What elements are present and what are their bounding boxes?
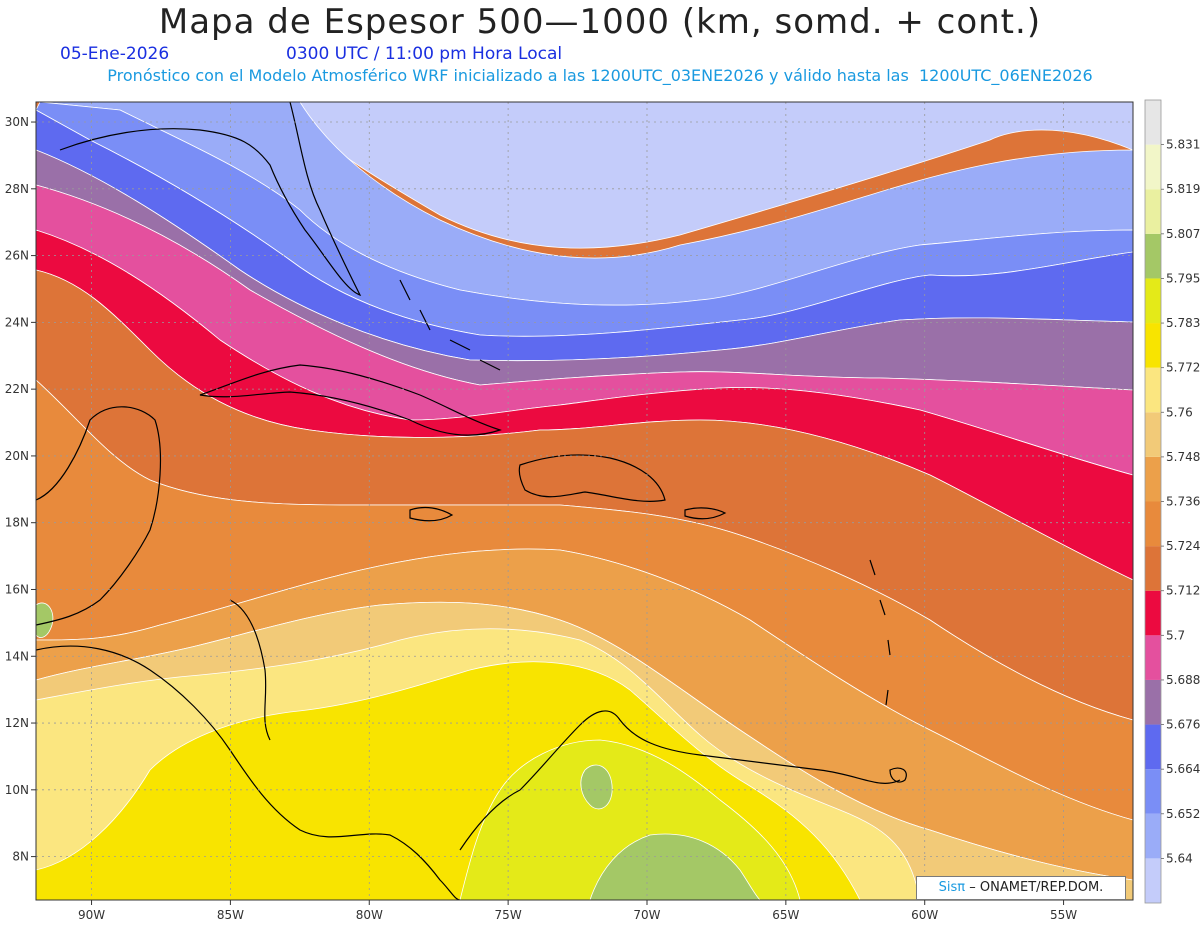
colorbar-swatch <box>1145 679 1161 725</box>
colorbar-label: 5.64 <box>1166 851 1193 865</box>
colorbar-label: 5.688 <box>1166 673 1200 687</box>
lon-tick-label: 75W <box>495 908 522 922</box>
lon-tick-label: 85W <box>217 908 244 922</box>
colorbar-swatch <box>1145 233 1161 279</box>
colorbar-swatch <box>1145 769 1161 814</box>
colorbar-label: 5.7 <box>1166 628 1185 642</box>
colorbar-label: 5.819 <box>1166 182 1200 196</box>
colorbar-label: 5.772 <box>1166 361 1200 375</box>
colorbar-label: 5.664 <box>1166 762 1200 776</box>
lat-tick-label: 12N <box>5 716 29 730</box>
latitude-axis: 8N 10N 12N 14N 16N 18N 20N 22N 24N 26N 28N 30N <box>5 115 36 864</box>
lat-tick-label: 24N <box>5 315 29 329</box>
map-frame <box>35 101 1134 901</box>
credit-text: – ONAMET/REP.DOM. <box>969 880 1104 895</box>
colorbar-swatch <box>1145 546 1161 591</box>
lat-tick-label: 28N <box>5 182 29 196</box>
lat-tick-label: 30N <box>5 115 29 129</box>
valid-time: 0300 UTC / 11:00 pm Hora Local <box>286 44 563 64</box>
lat-tick-label: 16N <box>5 582 29 596</box>
colorbar-label: 5.652 <box>1166 807 1200 821</box>
colorbar-swatch <box>1145 724 1161 770</box>
colorbar-label: 5.831 <box>1166 138 1200 152</box>
band-5.807-west <box>36 602 54 638</box>
colorbar-swatch <box>1145 278 1161 324</box>
lat-tick-label: 10N <box>5 783 29 797</box>
colorbar-label: 5.748 <box>1166 450 1200 464</box>
colorbar-label: 5.712 <box>1166 584 1200 598</box>
lat-tick-label: 26N <box>5 249 29 263</box>
valid-date: 05-Ene-2026 <box>60 44 170 64</box>
colorbar-swatch <box>1145 590 1161 636</box>
credit-badge: Sisπ – ONAMET/REP.DOM. <box>916 876 1126 900</box>
colorbar-label: 5.76 <box>1166 405 1193 419</box>
colorbar-label: 5.736 <box>1166 495 1200 509</box>
band-5.64 <box>293 102 1133 249</box>
lat-tick-label: 14N <box>5 649 29 663</box>
lon-tick-label: 90W <box>78 908 105 922</box>
lat-tick-label: 22N <box>5 382 29 396</box>
colorbar-swatch <box>1145 323 1161 368</box>
band-5.807 <box>589 833 761 900</box>
forecast-note: Pronóstico con el Modelo Atmosférico WRF… <box>107 66 1093 85</box>
colorbar: 5.64 5.652 5.664 5.676 5.688 5.7 5.712 5.724 5.7… <box>1144 99 1200 904</box>
longitude-axis: 90W 85W 80W 75W 70W 65W 60W 55W <box>78 900 1077 922</box>
colorbar-label: 5.676 <box>1166 718 1200 732</box>
lon-tick-label: 80W <box>356 908 383 922</box>
colorbar-swatch <box>1145 858 1161 903</box>
colorbar-swatch <box>1145 456 1161 502</box>
lon-tick-label: 70W <box>633 908 660 922</box>
colorbar-swatch <box>1145 635 1161 680</box>
credit-brand: Sisπ <box>938 880 966 895</box>
map-title: Mapa de Espesor 500—1000 (km, somd. + co… <box>158 2 1042 42</box>
colorbar-swatch <box>1145 501 1161 547</box>
lat-tick-label: 18N <box>5 516 29 530</box>
lon-tick-label: 55W <box>1050 908 1077 922</box>
lon-tick-label: 60W <box>911 908 938 922</box>
coastlines <box>36 102 907 900</box>
lat-tick-label: 20N <box>5 449 29 463</box>
colorbar-label: 5.724 <box>1166 539 1200 553</box>
colorbar-label: 5.783 <box>1166 316 1200 330</box>
lon-tick-label: 65W <box>772 908 799 922</box>
colorbar-swatch <box>1145 813 1161 859</box>
colorbar-label: 5.807 <box>1166 227 1200 241</box>
colorbar-swatch <box>1145 367 1161 413</box>
gridlines <box>36 102 1133 900</box>
colorbar-swatch <box>1145 144 1161 190</box>
band-5.807-lake <box>580 764 613 810</box>
thickness-bands <box>36 102 1133 900</box>
colorbar-swatch <box>1145 412 1161 457</box>
colorbar-swatch <box>1145 100 1161 145</box>
colorbar-swatch <box>1145 189 1161 234</box>
colorbar-label: 5.795 <box>1166 271 1200 285</box>
lat-tick-label: 8N <box>12 850 29 864</box>
